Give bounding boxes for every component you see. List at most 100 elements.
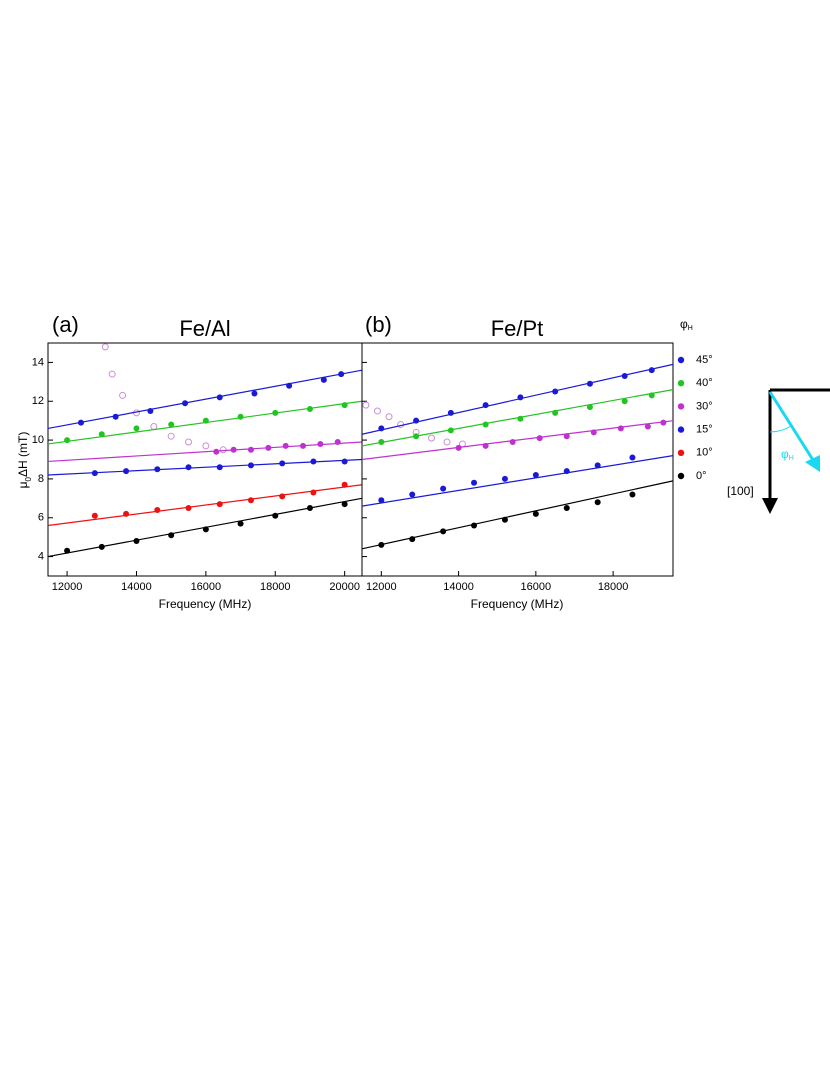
open-point <box>119 391 127 399</box>
data-point <box>64 547 71 554</box>
x-tick-label: 14000 <box>121 581 152 593</box>
data-point <box>509 439 516 446</box>
y-tick-label: 4 <box>38 550 44 562</box>
legend-label: 45° <box>696 354 713 366</box>
legend-title: φH <box>680 317 693 332</box>
data-point <box>123 468 130 475</box>
y-tick-label: 10 <box>32 434 44 446</box>
open-point <box>385 413 393 421</box>
legend-title-main: φ <box>680 317 688 331</box>
data-point <box>91 512 98 519</box>
data-point <box>563 433 570 440</box>
data-point <box>123 510 130 517</box>
fit-line <box>47 458 363 476</box>
data-point <box>98 543 105 550</box>
data-point <box>594 499 601 506</box>
data-point <box>202 417 209 424</box>
data-point <box>594 462 601 469</box>
open-point <box>428 434 436 442</box>
data-point <box>378 541 385 548</box>
open-point <box>373 407 381 415</box>
legend-marker <box>677 403 685 410</box>
angle-label-main: φ <box>781 447 789 461</box>
data-point <box>247 462 254 469</box>
angle-label-sub: H <box>789 455 794 462</box>
fit-line <box>47 369 363 430</box>
data-point <box>532 472 539 479</box>
data-point <box>338 371 345 378</box>
data-point <box>501 475 508 482</box>
orientation-diagram: [100] φH <box>727 388 830 514</box>
data-point <box>147 407 154 414</box>
fit-line <box>361 455 674 507</box>
fit-line <box>47 441 363 463</box>
data-point <box>378 497 385 504</box>
data-point <box>590 429 597 436</box>
y-tick-label: 8 <box>38 473 44 485</box>
data-point <box>91 470 98 477</box>
data-point <box>409 491 416 498</box>
arrow-head <box>762 498 778 514</box>
data-point <box>471 522 478 529</box>
data-point <box>154 506 161 513</box>
open-point <box>185 438 193 446</box>
data-point <box>213 448 220 455</box>
data-point <box>378 439 385 446</box>
data-point <box>279 460 286 467</box>
data-point <box>310 458 317 465</box>
x-tick-label: 14000 <box>443 581 474 593</box>
data-point <box>586 404 593 411</box>
x-tick-label: 16000 <box>521 581 552 593</box>
open-point <box>219 446 227 454</box>
data-point <box>517 394 524 401</box>
data-point <box>112 413 119 420</box>
data-point <box>286 382 293 389</box>
data-point <box>586 380 593 387</box>
legend-label: 40° <box>696 377 713 389</box>
y-label-sub: 0 <box>24 476 33 481</box>
data-point <box>216 464 223 471</box>
x-axis-label: Frequency (MHz) <box>159 597 252 611</box>
data-point <box>644 423 651 430</box>
data-point <box>133 538 140 545</box>
open-point <box>108 370 116 378</box>
data-point <box>455 444 462 451</box>
x-tick-label: 18000 <box>598 581 629 593</box>
data-point <box>265 444 272 451</box>
data-point <box>532 510 539 517</box>
data-point <box>341 458 348 465</box>
data-point <box>182 400 189 407</box>
legend-marker <box>677 472 685 480</box>
legend-marker <box>677 426 685 433</box>
data-point <box>77 419 84 426</box>
legend-marker <box>677 380 685 387</box>
legend-marker <box>677 356 685 364</box>
legend-label: 10° <box>696 447 713 459</box>
data-point <box>617 425 624 432</box>
data-point <box>501 516 508 523</box>
x-tick-label: 20000 <box>329 581 360 593</box>
data-point <box>629 491 636 498</box>
data-point <box>230 446 237 453</box>
data-point <box>409 536 416 543</box>
data-point <box>482 421 489 428</box>
arrow-head <box>805 455 820 472</box>
x-axis-label: Frequency (MHz) <box>471 597 564 611</box>
axis-label: [100] <box>727 484 754 498</box>
y-label-rest: ΔH (mT) <box>16 432 30 477</box>
y-tick-label: 14 <box>32 356 44 368</box>
data-point <box>185 505 192 512</box>
open-point <box>101 343 109 351</box>
data-point <box>447 409 454 416</box>
angle-arc <box>769 425 792 433</box>
data-point <box>552 388 559 395</box>
data-point <box>621 373 628 380</box>
data-point <box>216 501 223 508</box>
x-tick-label: 16000 <box>191 581 222 593</box>
data-point <box>413 417 420 424</box>
data-point <box>341 481 348 488</box>
legend-label: 30° <box>696 400 713 412</box>
data-point <box>133 425 140 432</box>
data-point <box>621 398 628 405</box>
